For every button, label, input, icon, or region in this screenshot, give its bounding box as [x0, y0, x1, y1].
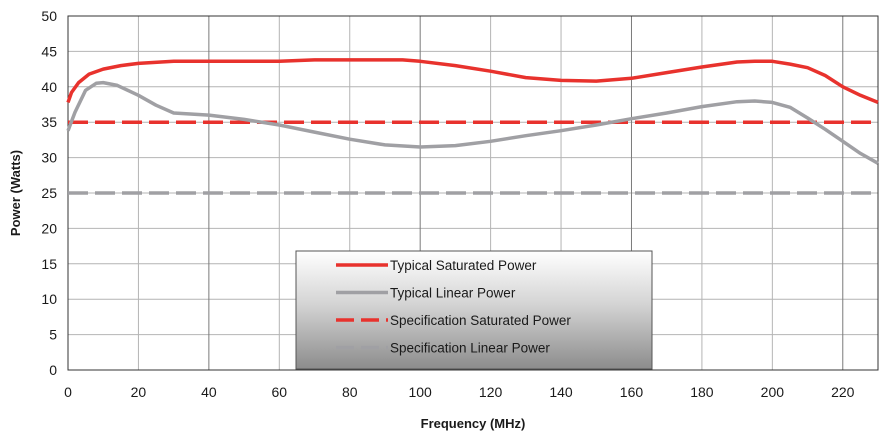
x-tick-label: 20	[131, 384, 147, 400]
legend-box	[295, 250, 653, 370]
y-axis-title: Power (Watts)	[8, 150, 23, 236]
legend-label: Typical Saturated Power	[390, 258, 537, 273]
x-tick-label: 180	[690, 384, 714, 400]
x-tick-label: 220	[831, 384, 855, 400]
y-tick-label: 0	[49, 362, 57, 378]
legend-label: Specification Linear Power	[390, 341, 550, 356]
y-tick-label: 50	[41, 8, 57, 24]
x-tick-label: 160	[620, 384, 644, 400]
y-axis-tick-labels: 0 5 10 15 20 25 30 35 40 45 50	[41, 8, 57, 378]
x-tick-label: 200	[761, 384, 785, 400]
x-axis-tick-labels: 0 20 40 60 80 100 120 140 160 180 200 220	[64, 384, 855, 400]
x-tick-label: 40	[201, 384, 217, 400]
y-tick-label: 10	[41, 291, 57, 307]
series-line-typical-linear-power	[66, 80, 879, 165]
x-tick-label: 60	[272, 384, 288, 400]
legend-label: Typical Linear Power	[390, 286, 516, 301]
y-tick-label: 30	[41, 150, 57, 166]
legend: Typical Saturated Power Typical Linear Po…	[295, 250, 653, 370]
y-tick-label: 20	[41, 220, 57, 236]
y-tick-label: 35	[41, 114, 57, 130]
x-tick-label: 140	[549, 384, 573, 400]
x-tick-label: 0	[64, 384, 72, 400]
x-axis-title: Frequency (MHz)	[421, 416, 526, 431]
y-tick-label: 5	[49, 327, 57, 343]
series-line-typical-saturated-power	[66, 58, 879, 105]
y-tick-label: 25	[41, 185, 57, 201]
x-tick-label: 80	[342, 384, 358, 400]
y-tick-label: 40	[41, 79, 57, 95]
y-tick-label: 45	[41, 43, 57, 59]
x-tick-label: 100	[408, 384, 432, 400]
legend-label: Specification Saturated Power	[390, 313, 571, 328]
series-lines	[66, 58, 879, 195]
y-tick-label: 15	[41, 256, 57, 272]
x-tick-label: 120	[479, 384, 503, 400]
